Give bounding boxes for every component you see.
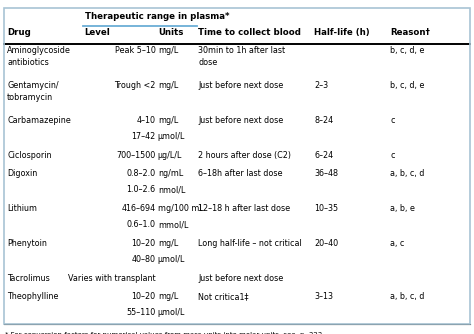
Text: Half-life (h): Half-life (h) <box>314 28 370 37</box>
Text: Varies with transplant: Varies with transplant <box>68 274 155 283</box>
Text: mg/L: mg/L <box>158 81 178 90</box>
Text: μmol/L: μmol/L <box>158 132 185 141</box>
Text: 40–80: 40–80 <box>131 255 155 264</box>
Text: Gentamycin/
tobramycin: Gentamycin/ tobramycin <box>7 81 59 102</box>
Text: Drug: Drug <box>7 28 31 37</box>
Text: Peak 5–10: Peak 5–10 <box>115 46 155 55</box>
Text: Long half-life – not critical: Long half-life – not critical <box>198 239 302 248</box>
Text: 6–24: 6–24 <box>314 151 333 160</box>
Text: c: c <box>390 151 394 160</box>
Text: μmol/L: μmol/L <box>158 255 185 264</box>
Text: 8–24: 8–24 <box>314 116 333 125</box>
Text: 30min to 1h after last
dose: 30min to 1h after last dose <box>198 46 285 67</box>
Text: 4–10: 4–10 <box>137 116 155 125</box>
Text: Just before next dose: Just before next dose <box>198 274 283 283</box>
Text: 1.0–2.6: 1.0–2.6 <box>127 185 155 194</box>
Text: 10–35: 10–35 <box>314 204 338 213</box>
Text: b, c, d, e: b, c, d, e <box>390 46 425 55</box>
Text: Not critica1‡: Not critica1‡ <box>198 292 249 301</box>
Text: ng/mL: ng/mL <box>158 169 183 178</box>
Text: Tacrolimus: Tacrolimus <box>7 274 50 283</box>
Text: mg/L: mg/L <box>158 239 178 248</box>
Text: c: c <box>390 116 394 125</box>
Text: Carbamazepine: Carbamazepine <box>7 116 71 125</box>
Text: 17–42: 17–42 <box>131 132 155 141</box>
Text: μmol/L: μmol/L <box>158 308 185 317</box>
Text: mg/L: mg/L <box>158 292 178 301</box>
Text: 3–13: 3–13 <box>314 292 333 301</box>
Text: a, b, e: a, b, e <box>390 204 415 213</box>
Text: Just before next dose: Just before next dose <box>198 116 283 125</box>
Text: 55–110: 55–110 <box>126 308 155 317</box>
Text: 416–694: 416–694 <box>121 204 155 213</box>
Text: Ciclosporin: Ciclosporin <box>7 151 52 160</box>
Text: Level: Level <box>84 28 110 37</box>
Text: 2–3: 2–3 <box>314 81 328 90</box>
Text: Units: Units <box>158 28 183 37</box>
Text: 10–20: 10–20 <box>131 292 155 301</box>
Text: Trough <2: Trough <2 <box>114 81 155 90</box>
Text: 10–20: 10–20 <box>131 239 155 248</box>
Text: Lithium: Lithium <box>7 204 37 213</box>
Text: Just before next dose: Just before next dose <box>198 81 283 90</box>
Text: mmol/L: mmol/L <box>158 220 188 229</box>
Text: μg/L/L: μg/L/L <box>158 151 182 160</box>
Text: a, b, c, d: a, b, c, d <box>390 292 425 301</box>
Text: mg/L: mg/L <box>158 46 178 55</box>
Text: mg/L: mg/L <box>158 116 178 125</box>
Text: Phenytoin: Phenytoin <box>7 239 47 248</box>
Text: Reason†: Reason† <box>390 28 430 37</box>
Text: 20–40: 20–40 <box>314 239 338 248</box>
Text: 12–18 h after last dose: 12–18 h after last dose <box>198 204 290 213</box>
Text: a, b, c, d: a, b, c, d <box>390 169 425 178</box>
Text: 0.8–2.0: 0.8–2.0 <box>127 169 155 178</box>
Text: 6–18h after last dose: 6–18h after last dose <box>198 169 283 178</box>
Text: Digoxin: Digoxin <box>7 169 37 178</box>
Text: Therapeutic range in plasma*: Therapeutic range in plasma* <box>85 12 229 21</box>
Text: nmol/L: nmol/L <box>158 185 185 194</box>
Text: Theophylline: Theophylline <box>7 292 58 301</box>
Text: a, c: a, c <box>390 239 404 248</box>
Text: b, c, d, e: b, c, d, e <box>390 81 425 90</box>
Text: 700–1500: 700–1500 <box>116 151 155 160</box>
Text: 2 hours after dose (C2): 2 hours after dose (C2) <box>198 151 291 160</box>
Text: Aminoglycoside
antibiotics: Aminoglycoside antibiotics <box>7 46 71 67</box>
Text: 0.6–1.0: 0.6–1.0 <box>127 220 155 229</box>
Text: * For conversion factors for numerical values from mass units into molar units, : * For conversion factors for numerical v… <box>5 332 324 334</box>
Text: 36–48: 36–48 <box>314 169 338 178</box>
Text: mg/100 mL: mg/100 mL <box>158 204 204 213</box>
Text: Time to collect blood: Time to collect blood <box>198 28 301 37</box>
